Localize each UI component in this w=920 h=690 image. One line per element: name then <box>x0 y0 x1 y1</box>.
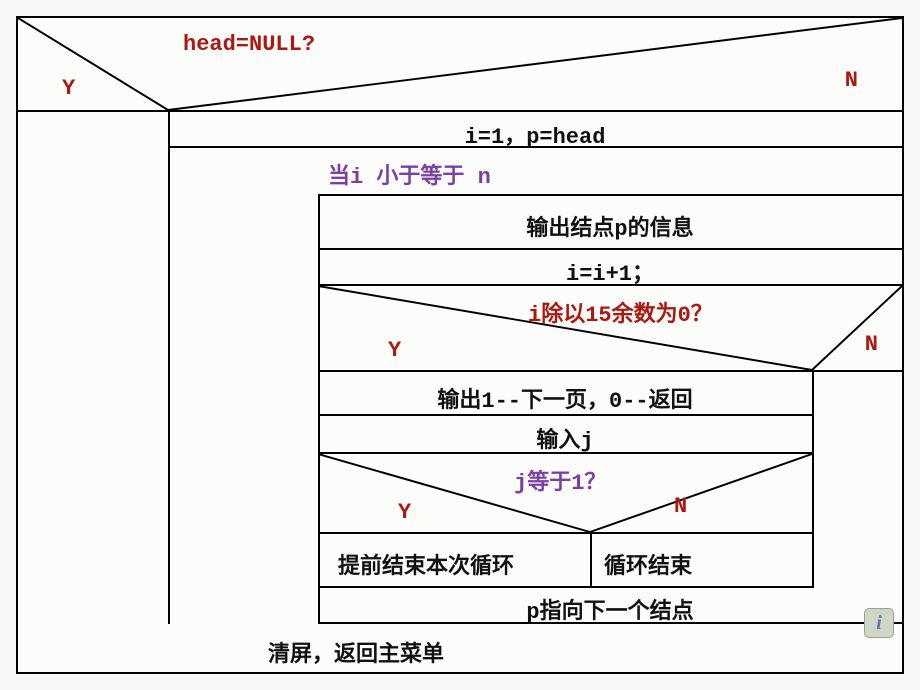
inner-yes-step2-row: 输入j <box>318 416 812 454</box>
outer-condition-no: N <box>845 68 858 93</box>
loop-step-last-text: p指向下一个结点 <box>526 593 693 625</box>
inner-split-vline <box>812 372 814 588</box>
loop-step-last-row: p指向下一个结点 <box>318 588 902 624</box>
init-row: i=1，p=head <box>168 112 902 148</box>
loop-header-row: 当i 小于等于 n <box>168 148 902 194</box>
j-cond-row: j等于1？ Y N <box>318 454 812 534</box>
outer-condition-row: head=NULL? Y N <box>18 18 902 112</box>
j-cond-no: N <box>674 494 687 519</box>
inner-cond-yes: Y <box>388 338 401 363</box>
outer-condition-diagonals <box>18 18 902 110</box>
loop-header-text: 当i 小于等于 n <box>328 158 491 190</box>
outer-condition-text: head=NULL? <box>183 32 315 57</box>
info-icon-glyph: i <box>876 612 882 635</box>
inner-cond-row: i除以15余数为0？ Y N <box>318 286 902 372</box>
loop-step2-text: i=i+1； <box>566 255 654 287</box>
footer-row: 清屏，返回主菜单 <box>18 624 902 672</box>
loop-step1-text: 输出结点p的信息 <box>526 210 693 242</box>
inner-cond-text: i除以15余数为0？ <box>528 296 713 328</box>
inner-cond-no: N <box>865 332 878 357</box>
loop-step1-row: 输出结点p的信息 <box>318 194 902 250</box>
inner-yes-step2-text: 输入j <box>536 422 593 454</box>
inner-yes-step1-text: 输出1--下一页，0--返回 <box>437 382 692 414</box>
j-cond-text: j等于1？ <box>514 464 606 496</box>
init-text: i=1，p=head <box>465 118 606 150</box>
j-yes-text: 提前结束本次循环 <box>338 548 514 580</box>
inner-yes-step1-row: 输出1--下一页，0--返回 <box>318 372 812 416</box>
outer-condition-yes: Y <box>62 76 75 101</box>
ns-diagram-frame: head=NULL? Y N i=1，p=head 当i 小于等于 n 输出结点… <box>16 16 904 674</box>
j-no-text: 循环结束 <box>604 548 692 580</box>
loop-step2-row: i=i+1； <box>318 250 902 286</box>
j-cond-yes: Y <box>398 500 411 525</box>
footer-text: 清屏，返回主菜单 <box>268 636 444 668</box>
info-icon[interactable]: i <box>864 608 894 638</box>
j-branches-row: 提前结束本次循环 循环结束 <box>318 534 812 588</box>
